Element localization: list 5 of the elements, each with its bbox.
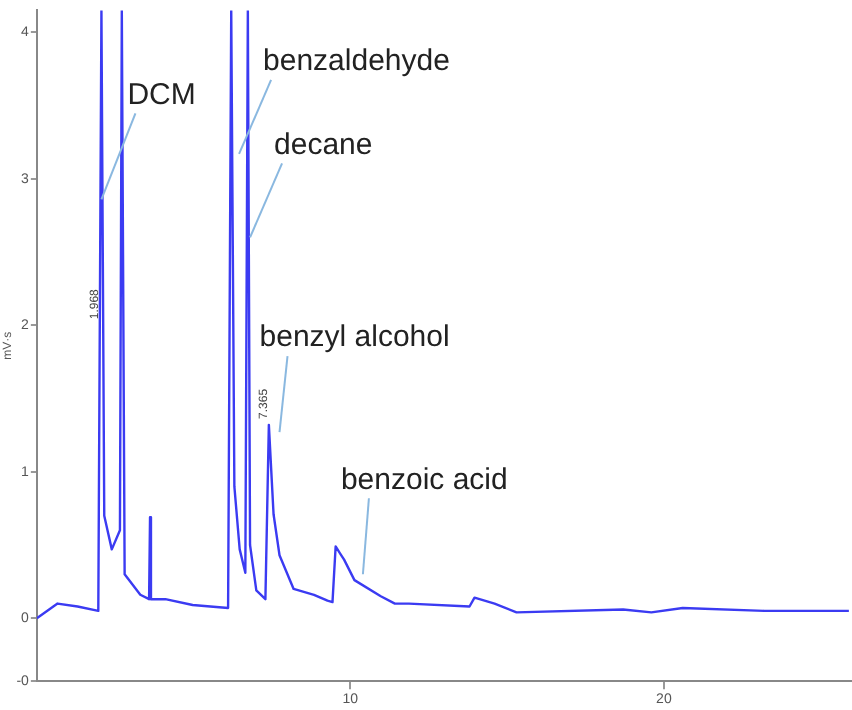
annotation: benzyl alcohol — [259, 320, 450, 355]
annotation: decane — [274, 127, 373, 162]
annotation: benzaldehyde — [263, 44, 450, 79]
annotation: DCM — [127, 77, 196, 112]
annotation: benzoic acid — [340, 462, 508, 497]
